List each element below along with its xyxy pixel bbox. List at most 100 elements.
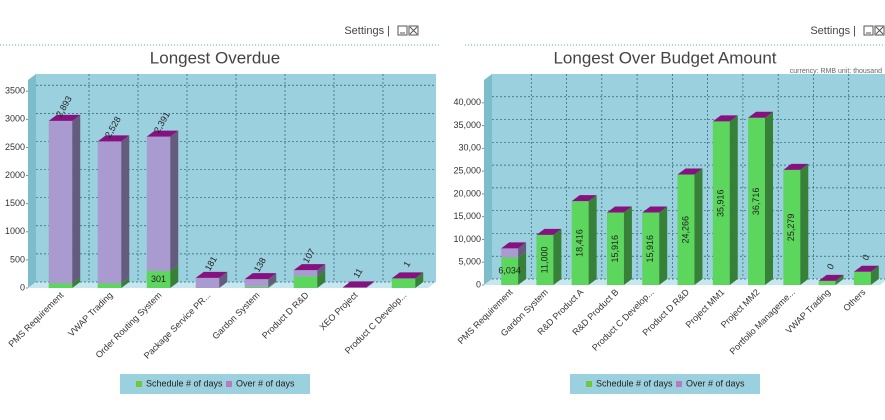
bar — [146, 271, 171, 288]
bar-side — [268, 273, 277, 287]
bar-top — [677, 168, 703, 175]
bar — [571, 201, 589, 285]
x-tick-label: Portfolio Manageme... — [728, 287, 797, 356]
bar-side — [518, 251, 527, 285]
bar — [606, 212, 624, 285]
y-tick-label: 1000 — [5, 226, 25, 236]
bar-side — [729, 115, 738, 286]
minimize-icon[interactable] — [863, 25, 874, 36]
y-tick-label: 3500 — [5, 86, 25, 96]
bar-side — [170, 130, 179, 272]
value-label: 25,279 — [786, 214, 796, 242]
value-label: 6,034 — [498, 266, 521, 276]
value-label: 24,266 — [680, 216, 690, 244]
bar-top — [642, 206, 668, 213]
bar — [853, 271, 871, 285]
y-tick-label: 0 — [476, 279, 481, 289]
value-label: 18,416 — [575, 229, 585, 257]
legend-label: Schedule # of days — [146, 378, 223, 388]
plot-floor — [28, 282, 436, 288]
bar — [195, 277, 220, 288]
bar-side — [659, 206, 668, 285]
y-tick-label: 20,000 — [453, 188, 481, 198]
bar-top — [748, 111, 774, 118]
x-tick-label: Others — [841, 287, 868, 314]
y-tick-label: 3000 — [5, 114, 25, 124]
bar-top — [712, 115, 738, 122]
bar-top — [536, 228, 562, 235]
x-tick-label: PMS Requirement — [7, 290, 66, 349]
bar-side — [800, 163, 809, 285]
legend-swatch — [226, 381, 232, 387]
bar — [391, 278, 416, 288]
bar — [712, 121, 730, 286]
value-label: 15,916 — [610, 235, 620, 263]
value-label: 0 — [860, 253, 871, 262]
bar — [244, 279, 269, 287]
value-label: 35,916 — [716, 189, 726, 217]
bar-side — [366, 281, 375, 288]
settings-label[interactable]: Settings | — [344, 25, 390, 37]
minimize-icon[interactable] — [397, 25, 408, 36]
bar-side — [170, 265, 179, 288]
bar-top — [342, 281, 375, 288]
bar-side — [415, 272, 424, 279]
legend-box — [120, 374, 310, 394]
bar — [501, 248, 519, 258]
bar — [748, 117, 766, 285]
x-tick-label: XEO Project — [317, 290, 359, 332]
annotation: currency: RMB unit: thousand — [790, 68, 882, 75]
y-tick-label: 10,000 — [453, 234, 481, 244]
bar — [342, 287, 367, 288]
bar — [293, 270, 318, 277]
x-tick-label: VWAP Trading — [66, 290, 114, 338]
bar-top — [293, 264, 326, 271]
y-tick-label: 500 — [10, 254, 25, 264]
bar-side — [553, 228, 562, 285]
bar-top — [571, 195, 597, 202]
panel-left: Settings | — [0, 25, 440, 46]
bar-side — [72, 277, 81, 288]
bar-side — [268, 280, 277, 288]
bar-top — [48, 114, 81, 121]
bar-side — [72, 114, 81, 284]
y-tick-label: 35,000 — [453, 120, 481, 130]
panel-right: Settings | — [465, 25, 885, 46]
y-tick-label: 5,000 — [458, 257, 481, 267]
bar-top — [195, 271, 228, 278]
bar-side — [317, 270, 326, 288]
bar-side — [694, 168, 703, 285]
bar-top — [783, 163, 809, 170]
legend-label: Schedule # of days — [596, 378, 673, 388]
bar — [536, 234, 554, 285]
settings-label[interactable]: Settings | — [810, 25, 856, 37]
y-tick-label: 0 — [20, 282, 25, 292]
legend-label: Over # of days — [686, 378, 745, 388]
bar-top — [244, 273, 277, 280]
bar — [818, 280, 836, 285]
legend-swatch — [586, 381, 592, 387]
value-label: 301 — [151, 274, 166, 284]
bar-side — [835, 274, 844, 285]
bar — [642, 212, 660, 285]
bar-side — [219, 271, 228, 288]
value-label: 11,000 — [539, 247, 549, 274]
bar-top — [818, 274, 844, 281]
bar — [48, 283, 73, 288]
y-tick-label: 15,000 — [453, 211, 481, 221]
bar — [293, 276, 318, 288]
chart-title: Longest Over Budget Amount — [553, 48, 776, 67]
bar — [48, 120, 73, 284]
legend-label: Over # of days — [236, 378, 295, 388]
bar — [97, 141, 122, 284]
y-tick-label: 1500 — [5, 198, 25, 208]
bar — [783, 169, 801, 285]
bar-side — [317, 264, 326, 277]
bar-side — [870, 265, 879, 285]
bar-top — [391, 272, 424, 279]
bar-top — [853, 265, 879, 272]
value-label: 36,716 — [751, 188, 761, 216]
y-tick-label: 2000 — [5, 170, 25, 180]
bar-side — [121, 277, 130, 288]
x-tick-label: Product C Develop... — [590, 287, 656, 353]
